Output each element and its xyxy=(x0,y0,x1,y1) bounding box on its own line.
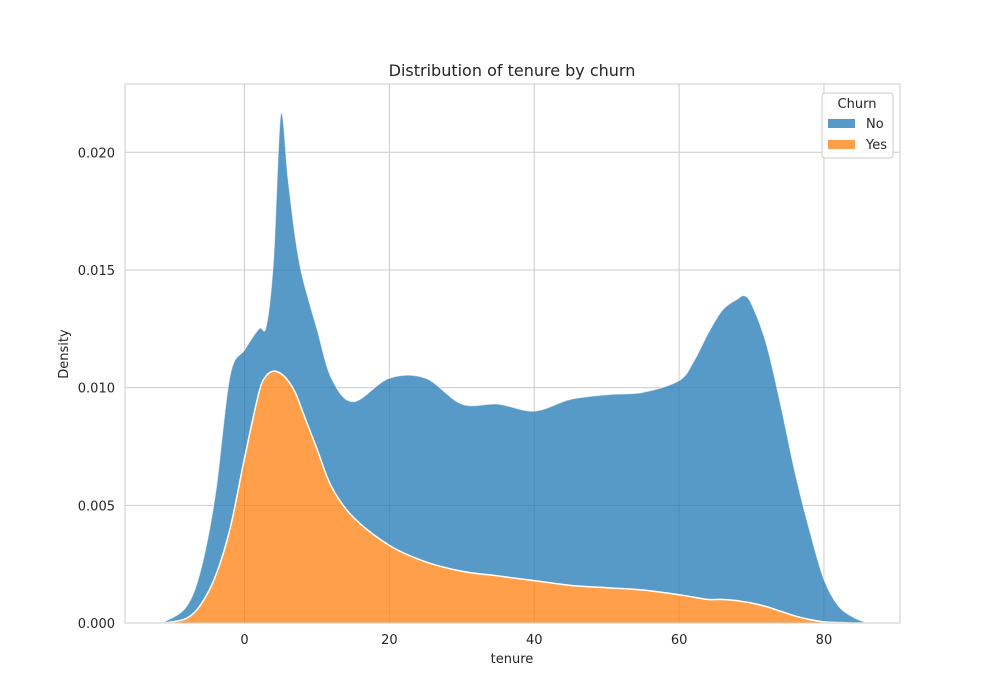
y-tick-label-1: 0.005 xyxy=(78,499,115,514)
legend: Churn No Yes xyxy=(821,92,894,159)
plot-frame xyxy=(124,83,901,624)
x-axis-label: tenure xyxy=(491,652,534,667)
stacked-areas xyxy=(164,111,864,624)
ticks: 0 20 40 60 80 0.000 0.005 0.010 0.015 0.020 xyxy=(78,146,832,648)
chart-title: Distribution of tenure by churn xyxy=(389,61,636,80)
x-tick-label-2: 40 xyxy=(526,633,543,648)
edge-no xyxy=(164,111,864,623)
legend-swatch-no xyxy=(828,119,855,128)
y-tick-label-2: 0.010 xyxy=(78,382,115,397)
x-tick-label-3: 60 xyxy=(671,633,688,648)
area-no xyxy=(164,112,864,624)
area-yes xyxy=(164,371,864,624)
x-tick-label-4: 80 xyxy=(816,633,833,648)
y-tick-label-4: 0.020 xyxy=(78,146,115,161)
y-axis-label: Density xyxy=(57,329,72,379)
legend-swatch-yes xyxy=(828,140,855,149)
x-tick-label-1: 20 xyxy=(381,633,398,648)
legend-label-no: No xyxy=(866,117,884,132)
legend-label-yes: Yes xyxy=(865,138,887,153)
y-tick-label-0: 0.000 xyxy=(78,617,115,632)
y-tick-label-3: 0.015 xyxy=(78,264,115,279)
x-tick-label-0: 0 xyxy=(240,633,248,648)
edge-yes xyxy=(164,370,864,624)
legend-title: Churn xyxy=(838,97,877,112)
